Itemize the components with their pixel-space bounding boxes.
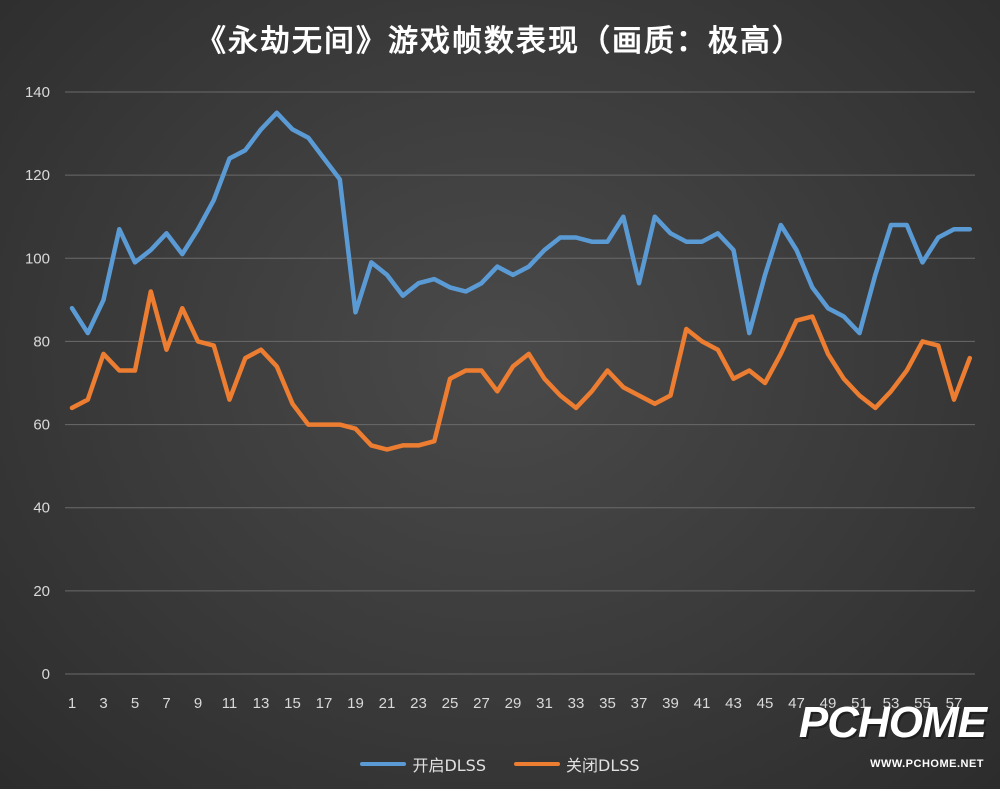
pchome-watermark: PCHOME WWW.PCHOME.NET (799, 692, 987, 782)
x-tick-label-49: 49 (820, 695, 837, 712)
x-tick-label-15: 15 (284, 695, 301, 712)
legend-item-dlss-off[interactable]: 关闭DLSS (514, 752, 640, 776)
y-tick-label-100: 100 (25, 250, 50, 267)
x-tick-label-11: 11 (222, 695, 238, 712)
series-lines (69, 110, 973, 452)
x-tick-label-21: 21 (379, 695, 396, 712)
x-tick-label-25: 25 (442, 695, 459, 712)
y-tick-label-40: 40 (33, 500, 50, 517)
x-tick-label-7: 7 (162, 695, 170, 712)
series-line-dlss-off (69, 289, 973, 452)
x-tick-label-13: 13 (253, 695, 270, 712)
x-tick-label-45: 45 (757, 695, 774, 712)
x-tick-label-1: 1 (68, 695, 76, 712)
x-tick-label-9: 9 (194, 695, 202, 712)
x-tick-label-19: 19 (347, 695, 364, 712)
x-tick-label-39: 39 (662, 695, 679, 712)
y-tick-label-0: 0 (42, 666, 50, 683)
x-tick-label-57: 57 (946, 695, 963, 712)
x-tick-label-47: 47 (788, 695, 805, 712)
x-tick-label-51: 51 (851, 695, 868, 712)
x-tick-label-33: 33 (568, 695, 585, 712)
legend-label-dlss-on: 开启DLSS (412, 756, 486, 775)
watermark-url: WWW.PCHOME.NET (870, 758, 984, 770)
legend-swatch-dlss-off (514, 762, 560, 766)
watermark-logo: PCHOME (798, 698, 987, 747)
x-tick-label-3: 3 (99, 695, 107, 712)
x-tick-label-53: 53 (883, 695, 900, 712)
x-tick-label-27: 27 (473, 695, 490, 712)
x-tick-label-31: 31 (536, 695, 553, 712)
y-tick-label-20: 20 (33, 583, 50, 600)
legend-item-dlss-on[interactable]: 开启DLSS (360, 752, 486, 776)
x-axis-tick-labels: 1 3 5 7 9 11 13 15 17 19 21 23 25 27 29 31 33 35 37 39 41 43 4… (68, 695, 963, 712)
legend-swatch-dlss-on (360, 762, 407, 766)
x-tick-label-37: 37 (631, 695, 648, 712)
y-tick-label-140: 140 (25, 84, 50, 101)
legend-label-dlss-off: 关闭DLSS (566, 756, 640, 775)
y-axis-tick-labels: 0 20 40 60 80 100 120 140 (25, 84, 50, 683)
y-tick-label-80: 80 (33, 333, 50, 350)
y-tick-label-60: 60 (33, 417, 50, 434)
legend: 开启DLSS 关闭DLSS (0, 752, 1000, 776)
chart-title: 《永劫无间》游戏帧数表现（画质：极高） (196, 24, 804, 59)
x-tick-label-43: 43 (725, 695, 742, 712)
x-tick-label-17: 17 (316, 695, 333, 712)
gridlines (65, 91, 975, 675)
y-tick-label-120: 120 (25, 167, 50, 184)
x-tick-label-23: 23 (410, 695, 427, 712)
x-tick-label-55: 55 (914, 695, 931, 712)
x-tick-label-5: 5 (131, 695, 139, 712)
x-tick-label-35: 35 (599, 695, 616, 712)
x-tick-label-29: 29 (505, 695, 522, 712)
series-line-dlss-on (69, 110, 973, 336)
x-tick-label-41: 41 (694, 695, 711, 712)
